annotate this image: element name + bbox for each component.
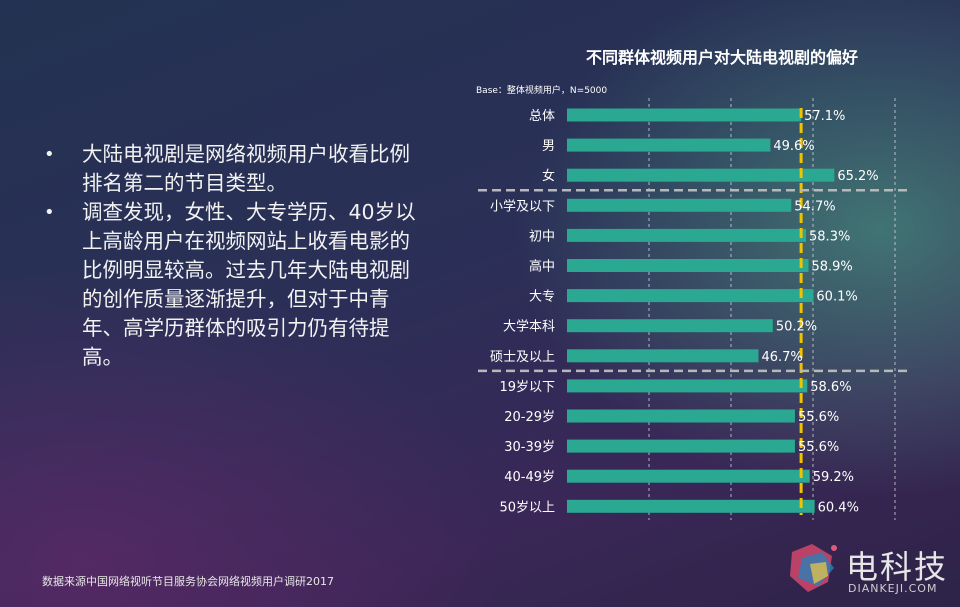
bullet-item-1: • 大陆电视剧是网络视频用户收看比例排名第二的节目类型。 bbox=[42, 140, 422, 198]
bar-9 bbox=[567, 379, 808, 393]
chart-title: 不同群体视频用户对大陆电视剧的偏好 bbox=[586, 48, 859, 67]
bullet-text-1: 大陆电视剧是网络视频用户收看比例排名第二的节目类型。 bbox=[82, 142, 410, 195]
value-label-0: 57.1% bbox=[804, 109, 845, 124]
bullet-item-2: • 调查发现，女性、大专学历、40岁以上高龄用户在视频网站上收看电影的比例明显较高… bbox=[42, 198, 422, 372]
value-label-10: 55.6% bbox=[798, 410, 839, 425]
bar-11 bbox=[567, 439, 795, 453]
value-label-4: 58.3% bbox=[809, 229, 850, 244]
value-label-12: 59.2% bbox=[813, 470, 854, 485]
category-label-5: 高中 bbox=[529, 259, 555, 275]
category-label-6: 大专 bbox=[529, 290, 555, 305]
value-label-5: 58.9% bbox=[811, 260, 852, 275]
bar-1 bbox=[567, 138, 771, 152]
source-note: 数据来源中国网络视听节目服务协会网络视频用户调研2017 bbox=[42, 575, 334, 588]
value-label-13: 60.4% bbox=[818, 500, 859, 515]
value-label-1: 49.6% bbox=[773, 139, 814, 154]
bar-2 bbox=[567, 168, 835, 182]
bullet-dot-icon: • bbox=[44, 202, 55, 223]
bullet-dot-icon: • bbox=[44, 144, 55, 165]
bar-6 bbox=[567, 289, 814, 303]
category-label-9: 19岁以下 bbox=[499, 380, 555, 395]
bar-12 bbox=[567, 469, 810, 483]
bar-3 bbox=[567, 198, 792, 212]
bar-10 bbox=[567, 409, 795, 423]
category-label-10: 20-29岁 bbox=[504, 410, 555, 425]
value-label-3: 54.7% bbox=[794, 199, 835, 214]
category-label-2: 女 bbox=[542, 168, 555, 184]
logo-subtext: DIANKEJI.COM bbox=[848, 582, 938, 595]
value-label-8: 46.7% bbox=[761, 350, 802, 365]
category-label-3: 小学及以下 bbox=[490, 198, 555, 214]
chart-base-note: Base：整体视频用户，N=5000 bbox=[476, 86, 608, 96]
value-label-2: 65.2% bbox=[837, 169, 878, 184]
bar-5 bbox=[567, 259, 809, 272]
logo-icon bbox=[790, 544, 837, 592]
bullet-text-2: 调查发现，女性、大专学历、40岁以上高龄用户在视频网站上收看电影的比例明显较高。… bbox=[82, 200, 416, 369]
value-label-9: 58.6% bbox=[810, 380, 851, 395]
value-label-6: 60.1% bbox=[816, 290, 857, 305]
category-label-4: 初中 bbox=[529, 229, 555, 244]
bar-7 bbox=[567, 319, 773, 333]
value-label-11: 55.6% bbox=[798, 440, 839, 455]
category-label-1: 男 bbox=[542, 139, 555, 154]
bullet-list: • 大陆电视剧是网络视频用户收看比例排名第二的节目类型。 • 调查发现，女性、大专学… bbox=[42, 140, 422, 372]
category-label-7: 大学本科 bbox=[503, 319, 555, 335]
bar-0 bbox=[567, 108, 802, 122]
logo-text: 电科技 bbox=[846, 548, 949, 586]
bar-13 bbox=[567, 499, 815, 513]
bar-8 bbox=[567, 349, 759, 363]
category-label-8: 硕士及以上 bbox=[490, 350, 555, 365]
category-label-13: 50岁以上 bbox=[499, 500, 555, 515]
value-label-7: 50.2% bbox=[776, 320, 817, 335]
category-label-11: 30-39岁 bbox=[504, 440, 555, 455]
category-label-0: 总体 bbox=[529, 109, 555, 124]
bar-4 bbox=[567, 228, 807, 242]
category-label-12: 40-49岁 bbox=[504, 470, 555, 485]
